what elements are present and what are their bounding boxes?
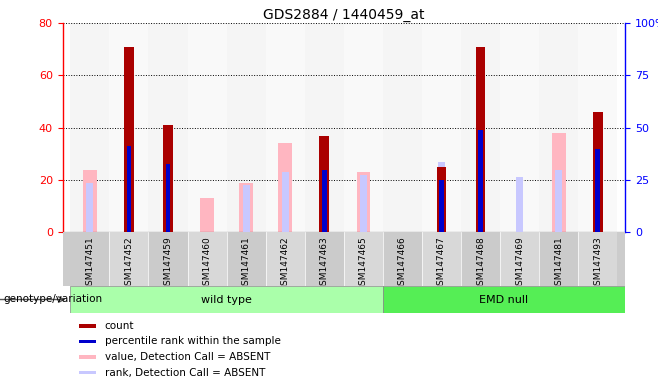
Bar xyxy=(438,162,445,232)
Bar xyxy=(240,183,253,232)
Bar xyxy=(500,232,539,286)
Bar xyxy=(86,183,93,232)
Text: EMD null: EMD null xyxy=(480,295,528,305)
Bar xyxy=(80,371,96,374)
Bar xyxy=(188,23,226,232)
Bar xyxy=(552,133,565,232)
Bar xyxy=(516,177,523,232)
Text: GSM147461: GSM147461 xyxy=(241,237,251,291)
Text: GSM147467: GSM147467 xyxy=(437,237,446,291)
Bar xyxy=(83,170,97,232)
Bar xyxy=(80,355,96,359)
Text: GSM147463: GSM147463 xyxy=(320,237,329,291)
Bar xyxy=(476,46,486,232)
Text: GSM147451: GSM147451 xyxy=(86,237,94,291)
Bar xyxy=(461,23,500,232)
Bar xyxy=(357,172,370,232)
Bar xyxy=(149,23,188,232)
Bar xyxy=(461,232,500,286)
Bar xyxy=(578,23,617,232)
Bar xyxy=(555,170,562,232)
Bar xyxy=(226,232,266,286)
Bar xyxy=(439,180,444,232)
Text: GSM147452: GSM147452 xyxy=(124,237,134,291)
Text: GSM147469: GSM147469 xyxy=(515,237,524,291)
Bar xyxy=(322,170,326,232)
Bar xyxy=(266,23,305,232)
Bar xyxy=(149,232,188,286)
Bar xyxy=(80,339,96,343)
Text: GSM147481: GSM147481 xyxy=(554,237,563,291)
Bar xyxy=(305,23,344,232)
Bar xyxy=(166,164,170,232)
Bar xyxy=(343,23,383,232)
Bar xyxy=(70,23,109,232)
Text: value, Detection Call = ABSENT: value, Detection Call = ABSENT xyxy=(105,352,270,362)
Bar xyxy=(282,172,289,232)
Bar xyxy=(593,112,603,232)
Bar xyxy=(70,232,109,286)
Bar xyxy=(80,324,96,328)
Bar xyxy=(383,232,422,286)
Bar xyxy=(578,232,617,286)
Text: genotype/variation: genotype/variation xyxy=(3,294,103,304)
Text: count: count xyxy=(105,321,134,331)
Text: GSM147460: GSM147460 xyxy=(203,237,212,291)
Bar xyxy=(163,125,173,232)
Text: GSM147468: GSM147468 xyxy=(476,237,485,291)
Text: wild type: wild type xyxy=(201,295,252,305)
Bar xyxy=(422,23,461,232)
Title: GDS2884 / 1440459_at: GDS2884 / 1440459_at xyxy=(263,8,424,22)
Bar xyxy=(200,198,214,232)
Bar xyxy=(595,149,600,232)
Bar xyxy=(437,167,446,232)
Bar xyxy=(124,46,134,232)
Text: GSM147466: GSM147466 xyxy=(398,237,407,291)
Bar xyxy=(70,286,383,313)
Bar xyxy=(383,23,422,232)
Text: percentile rank within the sample: percentile rank within the sample xyxy=(105,336,280,346)
Bar xyxy=(319,136,329,232)
Bar xyxy=(360,175,367,232)
Bar xyxy=(500,23,539,232)
Bar xyxy=(422,232,461,286)
Bar xyxy=(305,232,344,286)
Bar xyxy=(188,232,226,286)
Bar xyxy=(243,185,249,232)
Bar xyxy=(343,232,383,286)
Text: GSM147493: GSM147493 xyxy=(594,237,602,291)
Bar xyxy=(383,286,625,313)
Text: rank, Detection Call = ABSENT: rank, Detection Call = ABSENT xyxy=(105,367,265,377)
Bar xyxy=(109,232,149,286)
Text: GSM147462: GSM147462 xyxy=(281,237,290,291)
Bar xyxy=(126,146,132,232)
Bar xyxy=(478,130,483,232)
Bar xyxy=(266,232,305,286)
Bar xyxy=(539,23,578,232)
Bar xyxy=(278,143,292,232)
Bar xyxy=(226,23,266,232)
Bar xyxy=(539,232,578,286)
Text: GSM147459: GSM147459 xyxy=(163,237,172,291)
Text: GSM147465: GSM147465 xyxy=(359,237,368,291)
Bar xyxy=(109,23,149,232)
